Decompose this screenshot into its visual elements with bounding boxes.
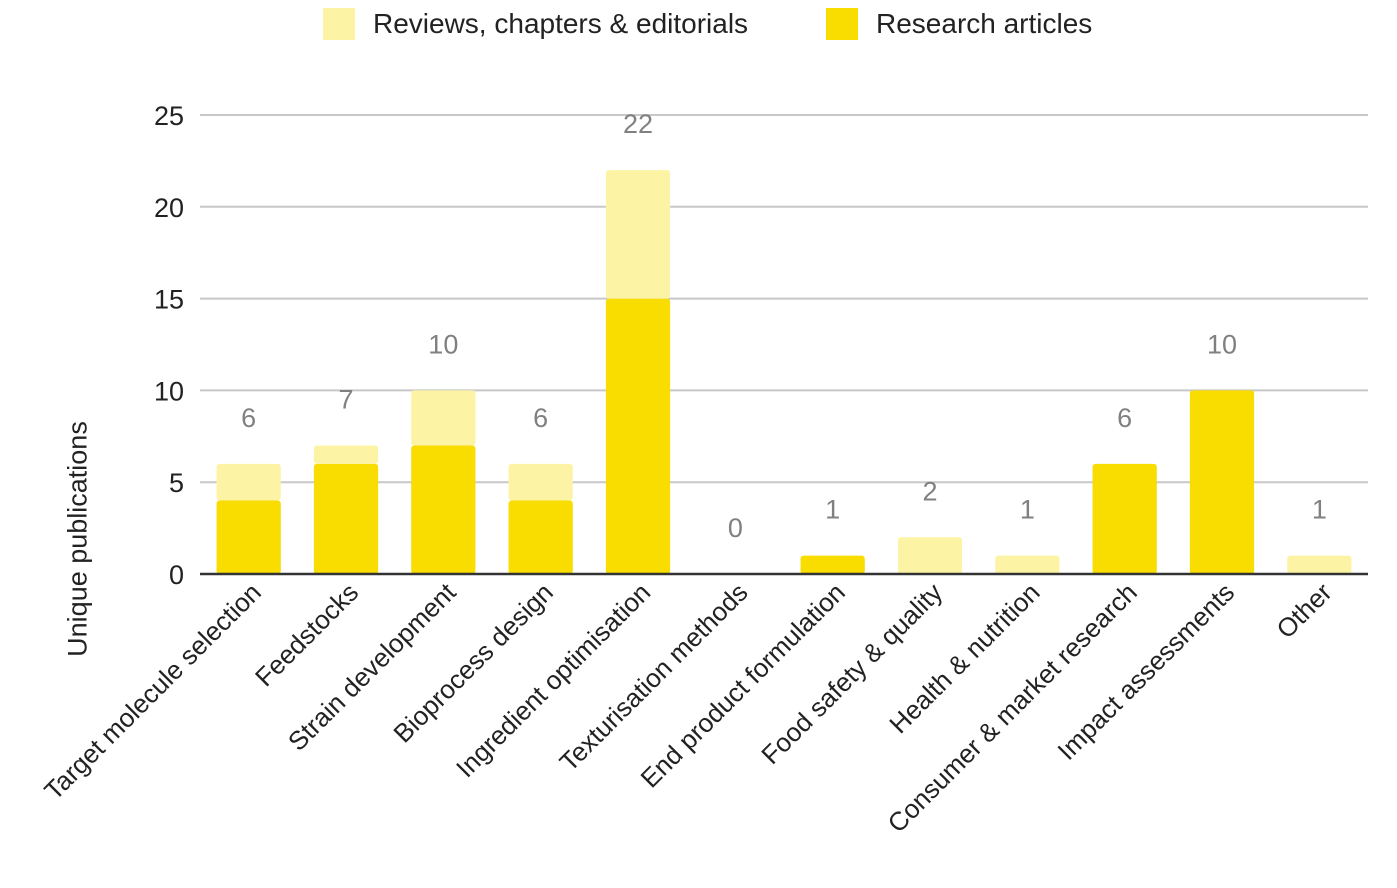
y-tick-label-20: 20: [154, 193, 184, 223]
y-tick-label-10: 10: [154, 376, 184, 406]
data-label-2: 10: [428, 329, 458, 359]
x-tick-label-2: Strain development: [282, 576, 462, 756]
bar-research-2: [411, 445, 476, 574]
data-label-9: 6: [1117, 403, 1132, 433]
legend-item-reviews: Reviews, chapters & editorials: [323, 8, 748, 40]
bar-research-10: [1189, 390, 1255, 574]
bar-reviews-3: [508, 463, 573, 501]
bar-research-4: [605, 298, 671, 574]
data-label-10: 10: [1207, 329, 1237, 359]
legend-label-reviews: Reviews, chapters & editorials: [373, 8, 749, 39]
y-tick-label-0: 0: [169, 560, 184, 590]
legend-item-research: Research articles: [826, 8, 1092, 40]
data-label-8: 1: [1020, 495, 1035, 525]
x-tick-label-0: Target molecule selection: [38, 577, 267, 806]
x-tick-label-5: Texturisation methods: [554, 577, 754, 777]
bar-research-6: [800, 555, 865, 574]
legend: Reviews, chapters & editorials Research …: [0, 4, 1397, 44]
x-tick-label-11: Other: [1270, 577, 1337, 644]
legend-swatch-research: [826, 8, 858, 40]
bar-reviews-7: [897, 537, 963, 574]
bar-research-1: [313, 463, 379, 574]
bar-reviews-2: [411, 390, 476, 446]
data-label-3: 6: [533, 403, 548, 433]
x-tick-label-7: Food safety & quality: [755, 577, 948, 770]
bar-reviews-11: [1287, 555, 1352, 574]
x-tick-label-3: Bioprocess design: [387, 577, 558, 748]
bar-research-0: [216, 500, 281, 574]
data-label-7: 2: [922, 476, 937, 506]
bar-reviews-1: [313, 445, 379, 464]
data-label-11: 1: [1312, 495, 1327, 525]
bar-reviews-0: [216, 463, 281, 501]
x-tick-label-4: Ingredient optimisation: [450, 577, 656, 783]
data-label-5: 0: [728, 513, 743, 543]
legend-label-research: Research articles: [876, 8, 1093, 39]
bar-reviews-4: [605, 170, 671, 299]
y-tick-label-15: 15: [154, 285, 184, 315]
y-tick-label-25: 25: [154, 101, 184, 131]
data-label-1: 7: [338, 384, 353, 414]
data-label-4: 22: [623, 109, 653, 139]
data-label-0: 6: [241, 403, 256, 433]
legend-swatch-reviews: [323, 8, 355, 40]
bar-research-9: [1092, 463, 1157, 574]
bar-reviews-8: [995, 555, 1060, 574]
x-tick-label-10: Impact assessments: [1051, 577, 1240, 766]
data-label-6: 1: [825, 495, 840, 525]
bar-research-3: [508, 500, 573, 574]
y-tick-label-5: 5: [169, 468, 184, 498]
